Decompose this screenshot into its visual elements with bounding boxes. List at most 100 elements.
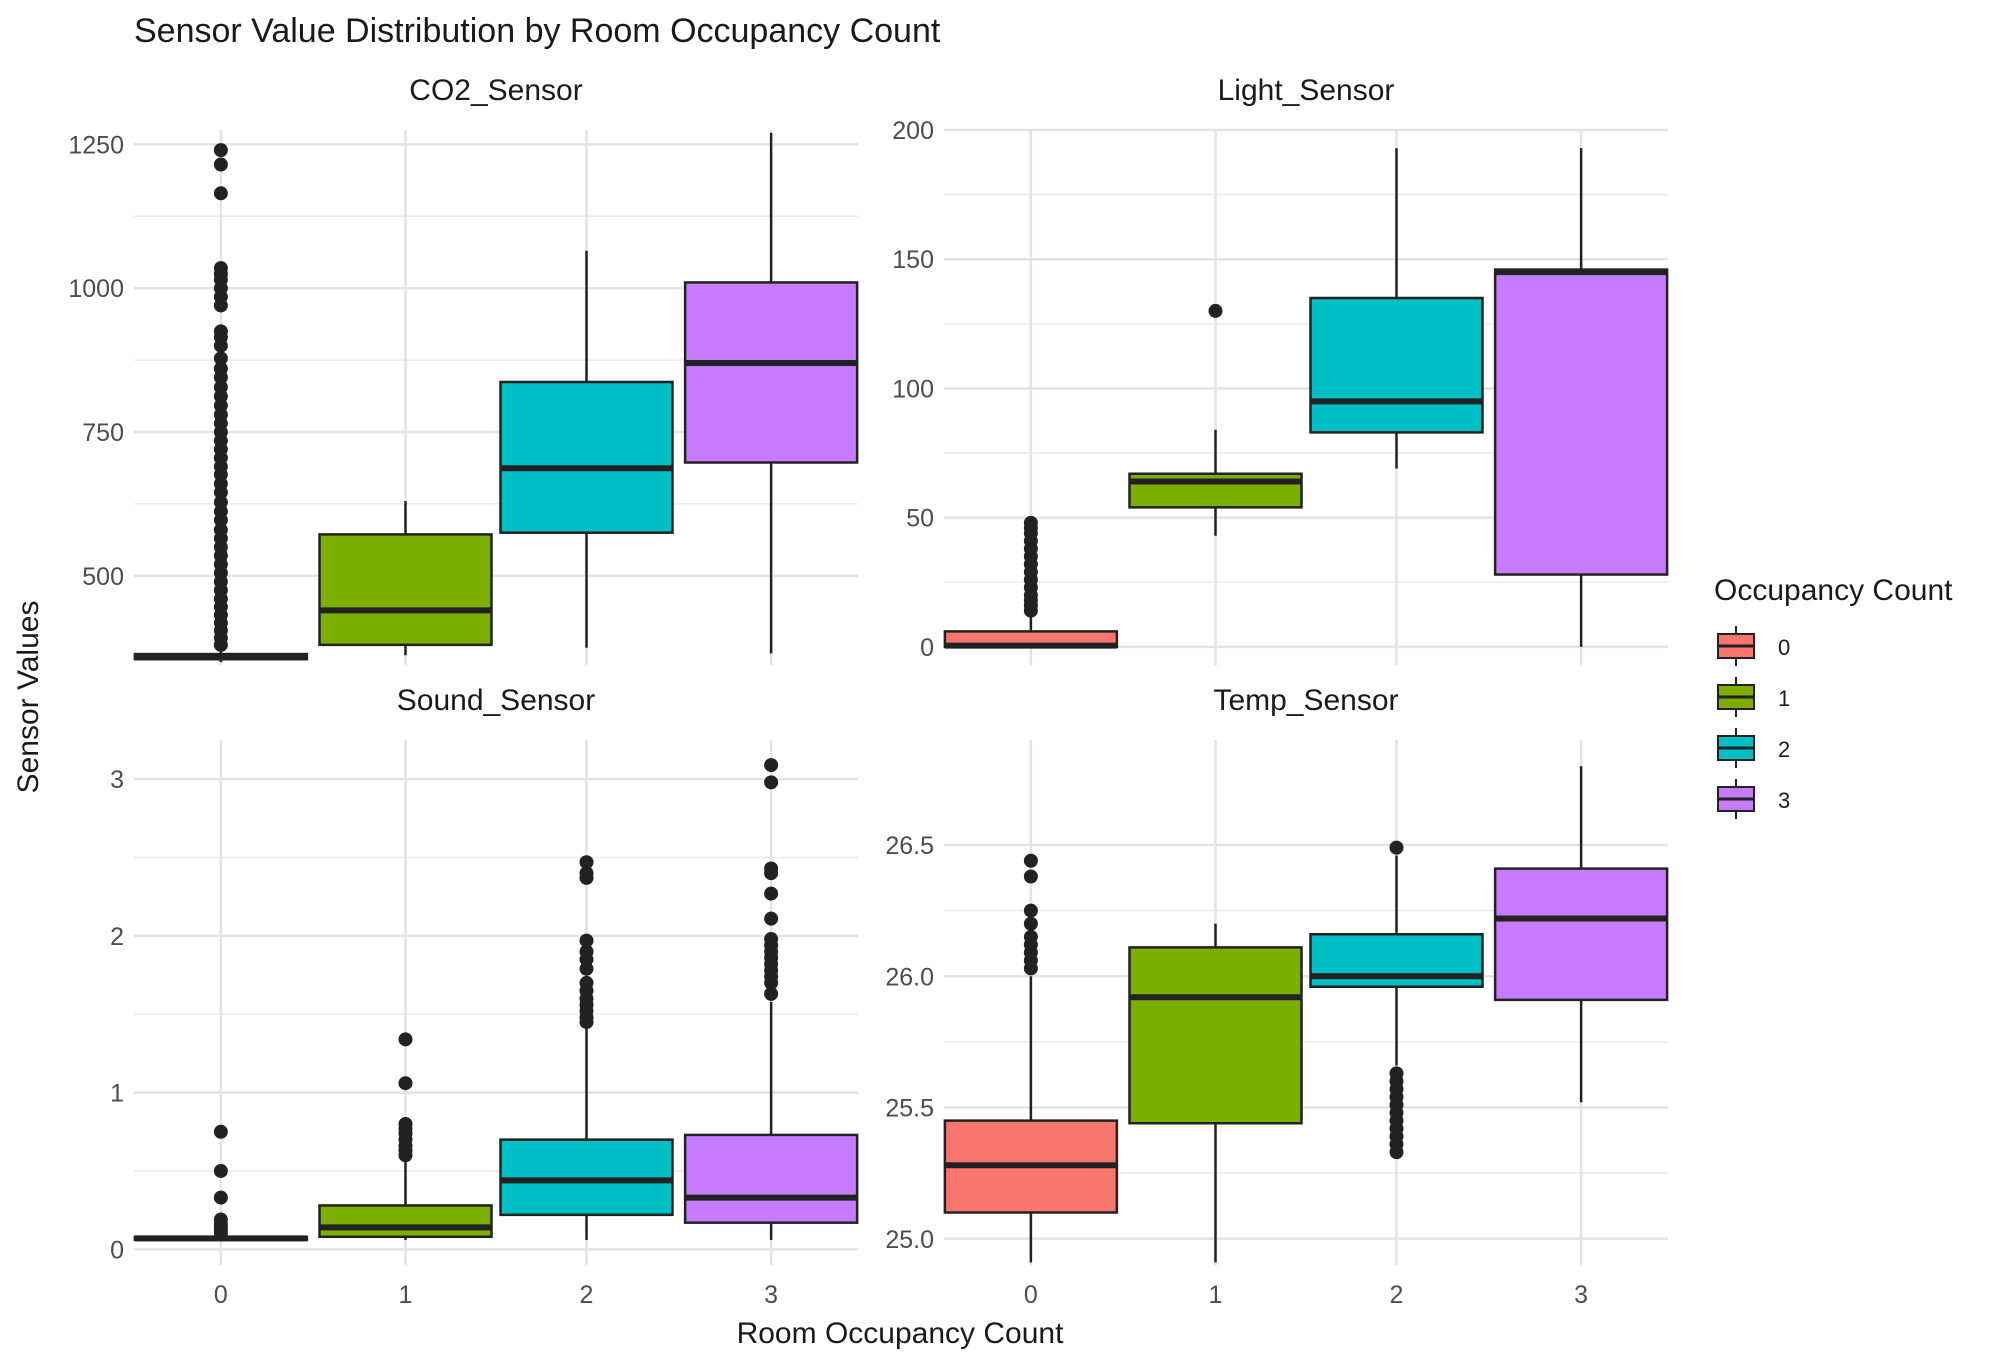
x-tick-label: 3	[1574, 1281, 1588, 1309]
outlier-point	[579, 855, 594, 870]
outlier-point	[1023, 869, 1038, 884]
outlier-point	[764, 758, 779, 773]
panels-layer: CO2_Sensor50075010001250Light_Sensor0501…	[68, 74, 1669, 1309]
box-iqr	[1493, 268, 1669, 576]
outlier-point	[1023, 903, 1038, 918]
box-iqr	[318, 533, 493, 647]
legend-label: 3	[1778, 788, 1790, 813]
legend-label: 2	[1778, 737, 1790, 762]
outlier-point	[213, 1190, 228, 1205]
box-iqr	[318, 1204, 493, 1239]
y-tick-label: 25.0	[885, 1226, 934, 1254]
box-2	[499, 250, 674, 648]
y-tick-label: 1000	[68, 275, 124, 303]
panel-temp-sensor: Temp_Sensor 25.0 25.5 26.0 26.5 0 1 2 3	[885, 684, 1669, 1309]
box-iqr	[683, 1133, 859, 1224]
outlier-point	[764, 932, 779, 947]
box-iqr	[1493, 867, 1669, 1002]
box-1	[318, 1032, 493, 1240]
outlier-point	[398, 1076, 413, 1091]
outlier-point	[213, 1163, 228, 1178]
y-tick-label: 100	[892, 375, 934, 403]
outlier-point	[764, 986, 779, 1001]
outlier-point	[213, 361, 228, 376]
panel-title: Sound_Sensor	[397, 684, 596, 717]
panel-title: Light_Sensor	[1218, 74, 1395, 107]
outlier-point	[213, 157, 228, 172]
y-tick-label: 2	[110, 923, 124, 951]
outlier-point	[213, 261, 228, 276]
y-tick-label: 50	[906, 505, 934, 533]
box-3	[683, 758, 859, 1240]
box-iqr	[1128, 946, 1303, 1125]
panel-sound-sensor: Sound_Sensor 0 1 2 3 0 1 2 3	[110, 684, 859, 1309]
y-tick-label: 150	[892, 246, 934, 274]
y-tick-label: 26.5	[885, 832, 934, 860]
legend-items: 0 1 2 3	[1717, 626, 1790, 819]
box-0	[943, 853, 1119, 1263]
outlier-point	[764, 886, 779, 901]
box-iqr	[499, 1138, 674, 1217]
outlier-point	[764, 775, 779, 790]
outlier-point	[213, 351, 228, 366]
outlier-point	[213, 380, 228, 395]
x-tick-label: 0	[1024, 1281, 1038, 1309]
legend-item-3: 3	[1717, 779, 1790, 819]
x-axis-label: Room Occupancy Count	[737, 1317, 1064, 1350]
outlier-point	[1389, 840, 1404, 855]
y-tick-label: 500	[82, 563, 124, 591]
legend: Occupancy Count 0 1 2 3	[1714, 574, 1953, 819]
outlier-point	[213, 1124, 228, 1139]
box-3	[1493, 148, 1669, 647]
outlier-point	[1023, 929, 1038, 944]
box-iqr	[499, 380, 674, 534]
legend-item-0: 0	[1717, 626, 1790, 666]
legend-label: 1	[1778, 686, 1790, 711]
box-0	[133, 1124, 309, 1242]
y-tick-label: 750	[82, 419, 124, 447]
outlier-point	[398, 1116, 413, 1131]
y-tick-label: 1	[110, 1080, 124, 1108]
box-iqr	[683, 281, 859, 464]
outlier-point	[398, 1032, 413, 1047]
outlier-point	[579, 866, 594, 881]
outlier-point	[213, 324, 228, 339]
x-tick-label: 0	[214, 1281, 228, 1309]
chart-title: Sensor Value Distribution by Room Occupa…	[134, 12, 941, 50]
box-1	[1128, 923, 1303, 1263]
box-1	[1128, 303, 1303, 536]
x-tick-label: 1	[399, 1281, 413, 1309]
outlier-point	[1023, 853, 1038, 868]
box-2	[1309, 148, 1484, 469]
y-tick-label: 200	[892, 117, 934, 145]
outlier-point	[579, 975, 594, 990]
y-axis-label: Sensor Values	[12, 601, 45, 794]
outlier-point	[764, 911, 779, 926]
legend-label: 0	[1778, 635, 1790, 660]
box-2	[1309, 840, 1484, 1160]
x-tick-label: 2	[1390, 1281, 1404, 1309]
y-tick-label: 0	[920, 634, 934, 662]
x-tick-label: 3	[764, 1281, 778, 1309]
x-tick-label: 1	[1209, 1281, 1223, 1309]
box-0	[133, 143, 309, 663]
panel-title: CO2_Sensor	[409, 74, 582, 107]
outlier-point	[1023, 916, 1038, 931]
y-tick-label: 1250	[68, 131, 124, 159]
y-tick-label: 26.0	[885, 963, 934, 991]
box-3	[1493, 766, 1669, 1103]
y-tick-label: 25.5	[885, 1095, 934, 1123]
panel-co2-sensor: CO2_Sensor 500 750 1000 1250	[68, 74, 859, 665]
outlier-point	[579, 944, 594, 959]
outlier-point	[1208, 303, 1223, 318]
box-iqr	[1309, 296, 1484, 434]
legend-title: Occupancy Count	[1714, 574, 1953, 607]
outlier-point	[213, 495, 228, 510]
box-3	[683, 132, 859, 654]
x-tick-label: 2	[580, 1281, 594, 1309]
box-0	[943, 515, 1119, 649]
outlier-point	[579, 933, 594, 948]
y-tick-label: 0	[110, 1236, 124, 1264]
